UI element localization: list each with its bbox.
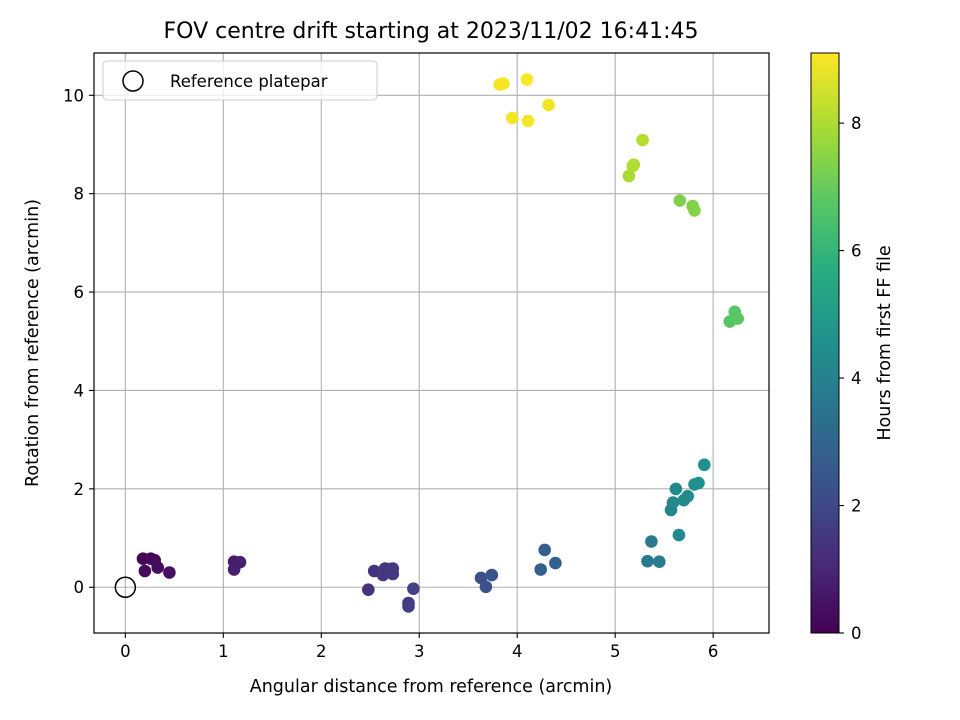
scatter-point [362,583,375,596]
x-tick-label: 1 [218,642,229,661]
scatter-point [506,111,519,125]
scatter-point [227,563,241,576]
scatter-point [673,194,687,207]
colorbar-tick-label: 2 [851,497,862,516]
x-tick-label: 5 [610,642,621,661]
data-points [136,73,744,613]
scatter-point [641,554,654,568]
colorbar-tick-label: 4 [851,369,862,388]
colorbar-tick-label: 0 [851,624,862,643]
colorbar-frame [810,52,840,634]
legend: Reference platepar [102,60,378,101]
colorbar-ticks: 0 2 4 6 8 [839,114,862,643]
scatter-point [479,580,493,594]
x-tick-label: 4 [512,642,523,661]
scatter-point [666,496,680,509]
x-tick-label: 3 [414,642,425,661]
colorbar-label: Hours from first FF file [875,245,895,440]
x-axis-ticks: 0 1 2 3 4 5 6 [120,633,718,661]
x-axis-label: Angular distance from reference (arcmin) [250,677,613,697]
legend-box [102,60,378,101]
scatter-point [407,582,420,595]
scatter-point [698,458,711,472]
scatter-point [138,564,152,578]
scatter-point [485,568,499,582]
scatter-point [669,482,683,496]
scatter-point [681,489,694,503]
legend-entry: Reference platepar [170,72,328,91]
y-axis-label: Rotation from reference (arcmin) [23,199,43,487]
colorbar-tick-label: 6 [851,242,862,261]
scatter-point [402,600,415,613]
scatter-point [386,567,400,581]
x-tick-label: 2 [316,642,327,661]
scatter-point [521,114,535,128]
scatter-point [534,563,547,576]
grid-lines [94,53,769,633]
scatter-point [538,543,551,557]
scatter-point [622,169,636,183]
y-tick-label: 0 [74,578,85,597]
y-tick-label: 8 [74,185,85,204]
scatter-point [549,556,562,570]
chart-title: FOV centre drift starting at 2023/11/02 … [164,19,699,44]
scatter-point [692,476,705,490]
y-axis-ticks: 0 2 4 6 8 10 [63,86,94,597]
y-tick-label: 2 [74,480,85,499]
x-tick-label: 6 [708,642,719,661]
scatter-point [520,73,534,86]
scatter-point [163,566,176,579]
scatter-point [151,561,164,574]
legend-marker [122,70,144,92]
colorbar-gradient [811,53,839,633]
scatter-point [645,535,658,548]
scatter-point [653,555,666,568]
plot-frame [93,52,770,634]
reference-platepar-marker [114,576,137,598]
colorbar-tick-label: 8 [851,114,862,133]
y-tick-label: 6 [74,283,85,302]
scatter-point [688,204,701,217]
scatter-point [627,158,641,171]
y-tick-label: 4 [74,381,85,400]
y-tick-label: 10 [63,86,84,105]
x-tick-label: 0 [120,642,131,661]
colorbar: 0 2 4 6 8 Hours from first FF file [810,52,895,643]
scatter-point [542,98,555,112]
scatter-point [497,77,510,90]
scatter-point [636,133,649,147]
scatter-point [731,312,744,325]
scatter-point [672,528,686,542]
reference-marker-group [114,576,137,598]
